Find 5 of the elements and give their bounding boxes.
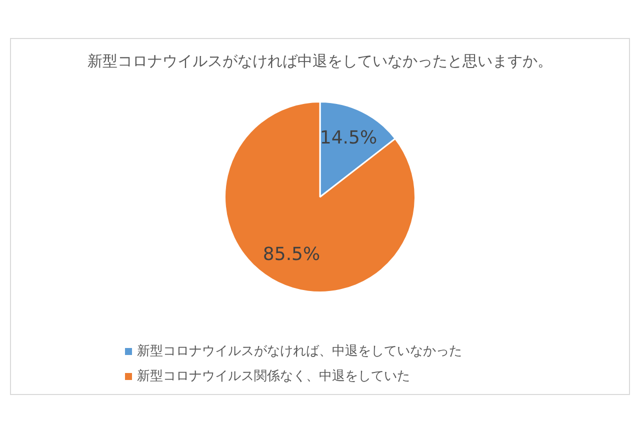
chart-title: 新型コロナウイルスがなければ中退をしていなかったと思いますか。 xyxy=(88,52,552,70)
legend-label: 新型コロナウイルス関係なく、中退をしていた xyxy=(137,368,410,386)
data-label: 85.5% xyxy=(262,244,320,265)
data-label: 14.5% xyxy=(320,128,378,149)
legend-label: 新型コロナウイルスがなければ、中退をしていなかった xyxy=(137,343,462,361)
